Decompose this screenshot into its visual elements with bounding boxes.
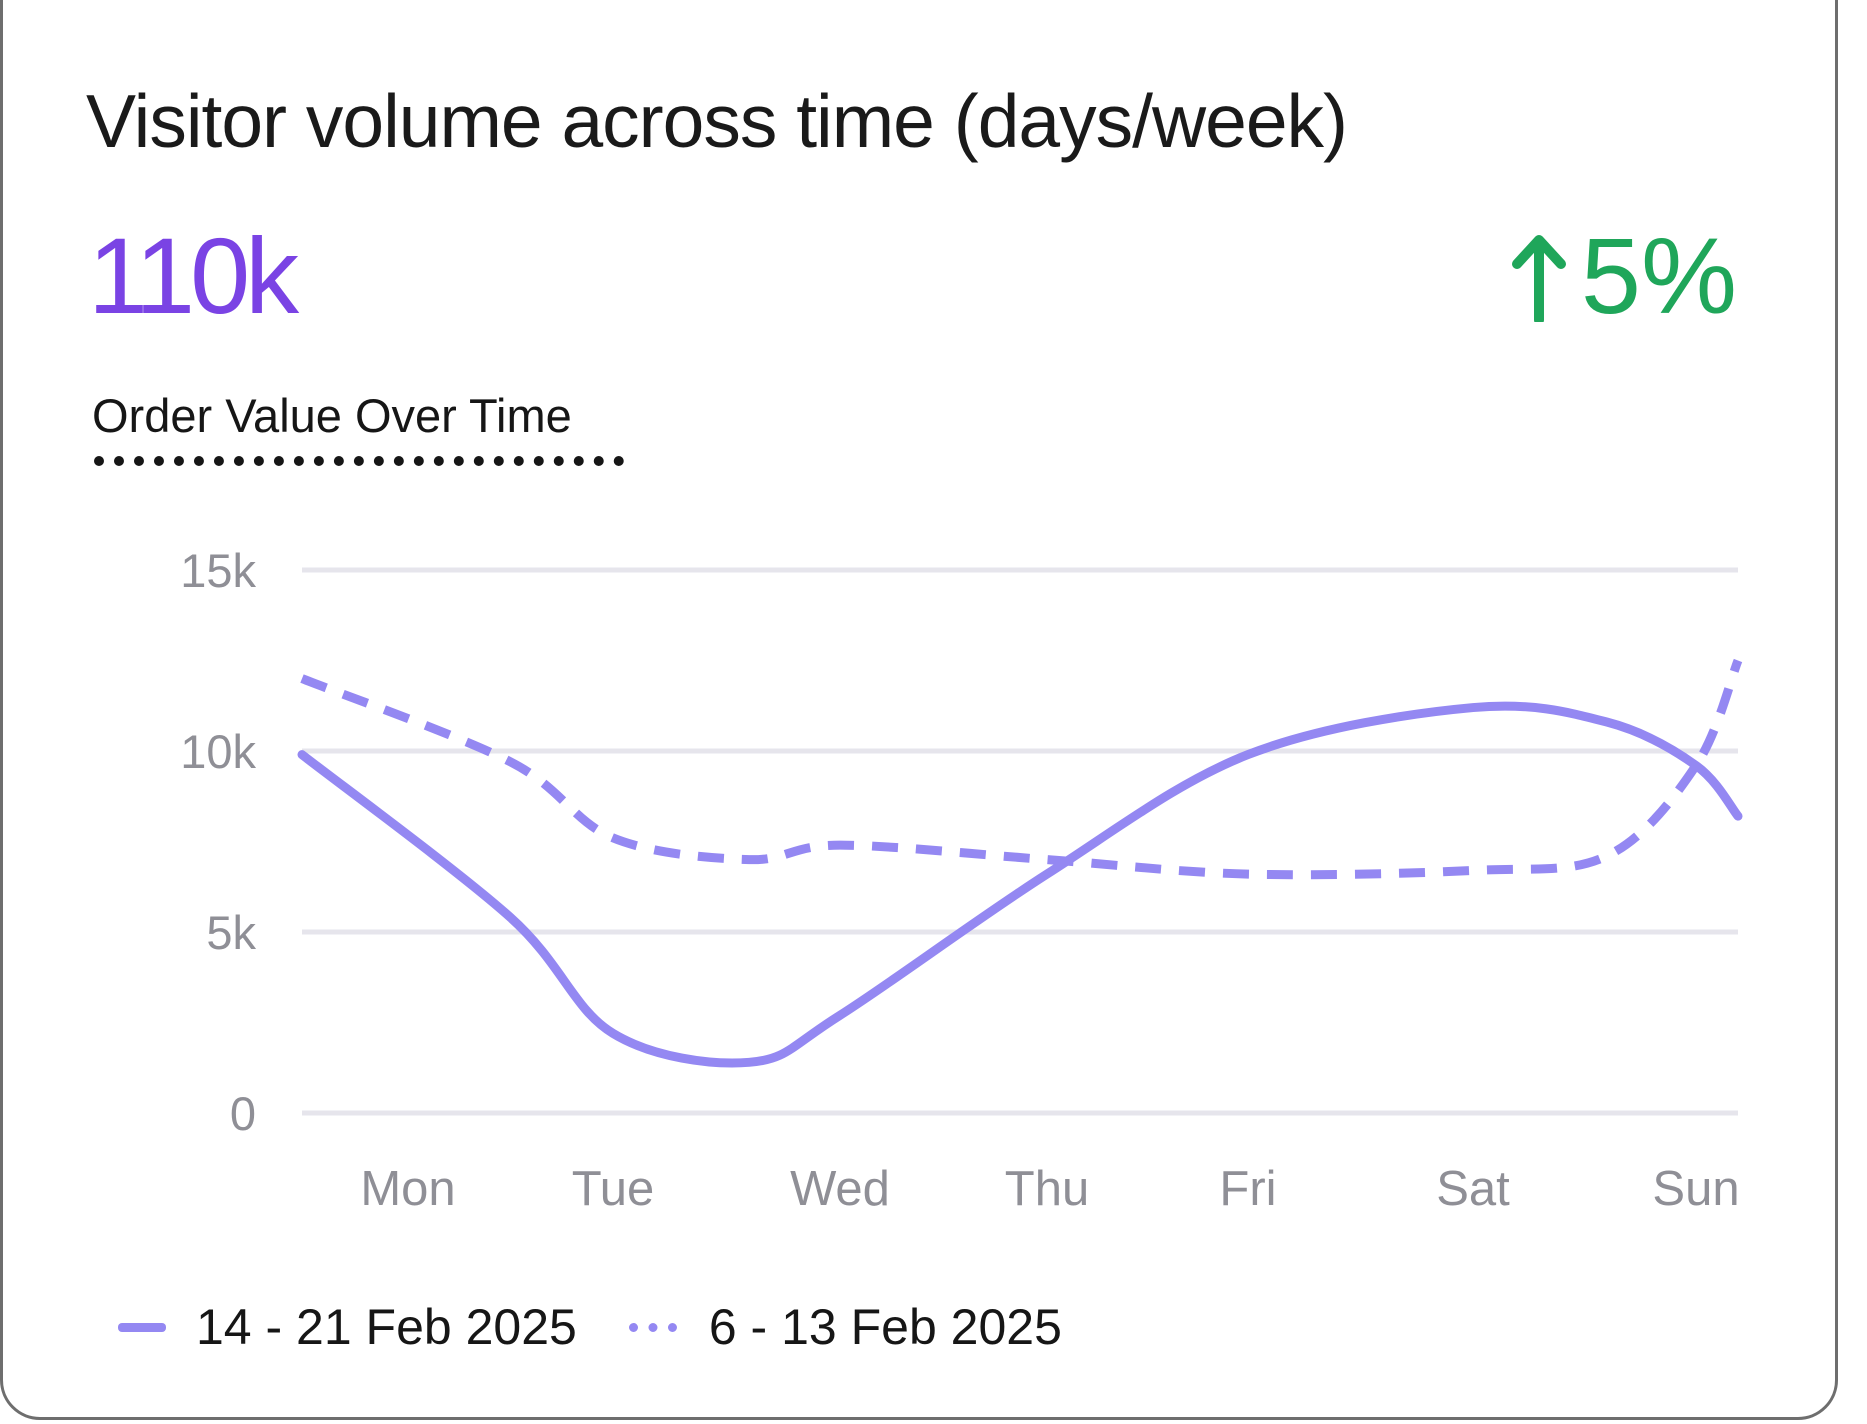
x-tick-label: Tue <box>572 1162 655 1216</box>
series-line-current[interactable] <box>302 706 1738 1063</box>
legend: 14 - 21 Feb 2025 6 - 13 Feb 2025 <box>118 1298 1114 1356</box>
x-tick-label: Fri <box>1219 1162 1276 1216</box>
legend-item-previous[interactable]: 6 - 13 Feb 2025 <box>629 1298 1062 1356</box>
x-tick-label: Sun <box>1652 1162 1739 1216</box>
y-tick-label: 0 <box>230 1087 256 1140</box>
x-tick-label: Wed <box>790 1162 890 1216</box>
y-tick-label: 5k <box>206 906 256 959</box>
legend-solid-swatch <box>118 1323 166 1332</box>
x-tick-label: Sat <box>1436 1162 1510 1216</box>
legend-dashed-swatch <box>629 1323 677 1332</box>
x-tick-label: Mon <box>360 1162 455 1216</box>
y-tick-label: 15k <box>180 544 256 597</box>
x-tick-label: Thu <box>1005 1162 1089 1216</box>
legend-item-current[interactable]: 14 - 21 Feb 2025 <box>118 1298 577 1356</box>
legend-label-current: 14 - 21 Feb 2025 <box>196 1298 577 1356</box>
series-line-previous[interactable] <box>302 661 1738 875</box>
legend-label-previous: 6 - 13 Feb 2025 <box>709 1298 1062 1356</box>
y-tick-label: 10k <box>180 725 256 778</box>
